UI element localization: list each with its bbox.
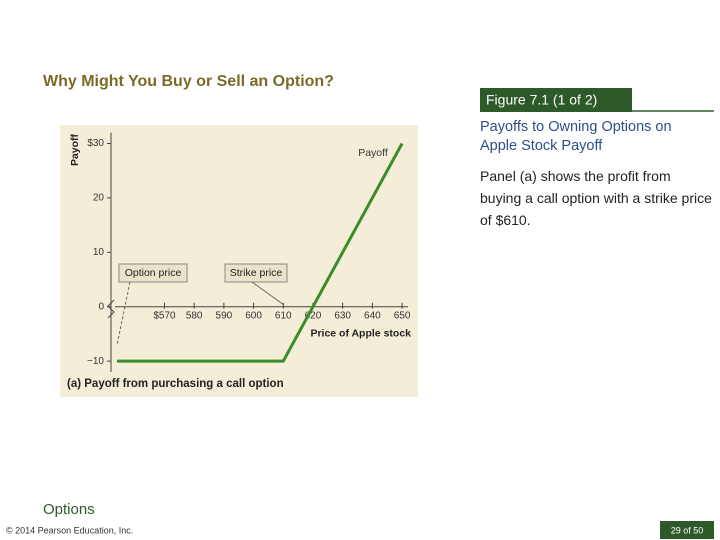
x-tick-label: 650	[394, 310, 411, 321]
page-number: 29 of 50	[671, 525, 704, 535]
line-label: Payoff	[358, 147, 388, 159]
annotation: Option price	[125, 267, 182, 279]
figure-box	[480, 88, 632, 112]
x-tick-label: 630	[334, 310, 351, 321]
callout-box	[224, 263, 288, 283]
x-tick-label: 580	[186, 310, 203, 321]
callout-line	[251, 281, 285, 306]
x-tick-label: 620	[305, 310, 322, 321]
page-box	[660, 521, 714, 539]
panel-bg	[60, 125, 418, 397]
copyright: © 2014 Pearson Education, Inc.	[6, 525, 133, 535]
heading: Payoffs to Owning Options on Apple Stock…	[480, 119, 672, 154]
slide-title: Why Might You Buy or Sell an Option?	[43, 73, 334, 90]
x-axis-label: Price of Apple stock	[310, 327, 411, 339]
figure-label: Figure 7.1 (1 of 2)	[486, 92, 597, 108]
x-tick-label: 590	[216, 310, 233, 321]
x-tick-label: 640	[364, 310, 381, 321]
annotation: Strike price	[230, 267, 283, 279]
y-tick-label: 20	[93, 193, 105, 204]
body-text: Panel (a) shows the profit from buying a…	[480, 168, 712, 228]
x-tick-label: $570	[153, 310, 176, 321]
y-tick-label: 10	[93, 247, 105, 258]
y-tick-label: $30	[87, 138, 104, 149]
y-tick-label: 0	[98, 301, 104, 312]
section: Options	[43, 501, 95, 518]
payoff-line	[116, 142, 404, 363]
x-tick-label: 600	[245, 310, 262, 321]
y-tick-label: −10	[87, 356, 104, 367]
y-axis-label: Payoff	[69, 133, 81, 166]
x-tick-label: 610	[275, 310, 292, 321]
callout-line	[116, 281, 131, 346]
caption: (a) Payoff from purchasing a call option	[67, 378, 284, 390]
callout-box	[118, 263, 188, 283]
